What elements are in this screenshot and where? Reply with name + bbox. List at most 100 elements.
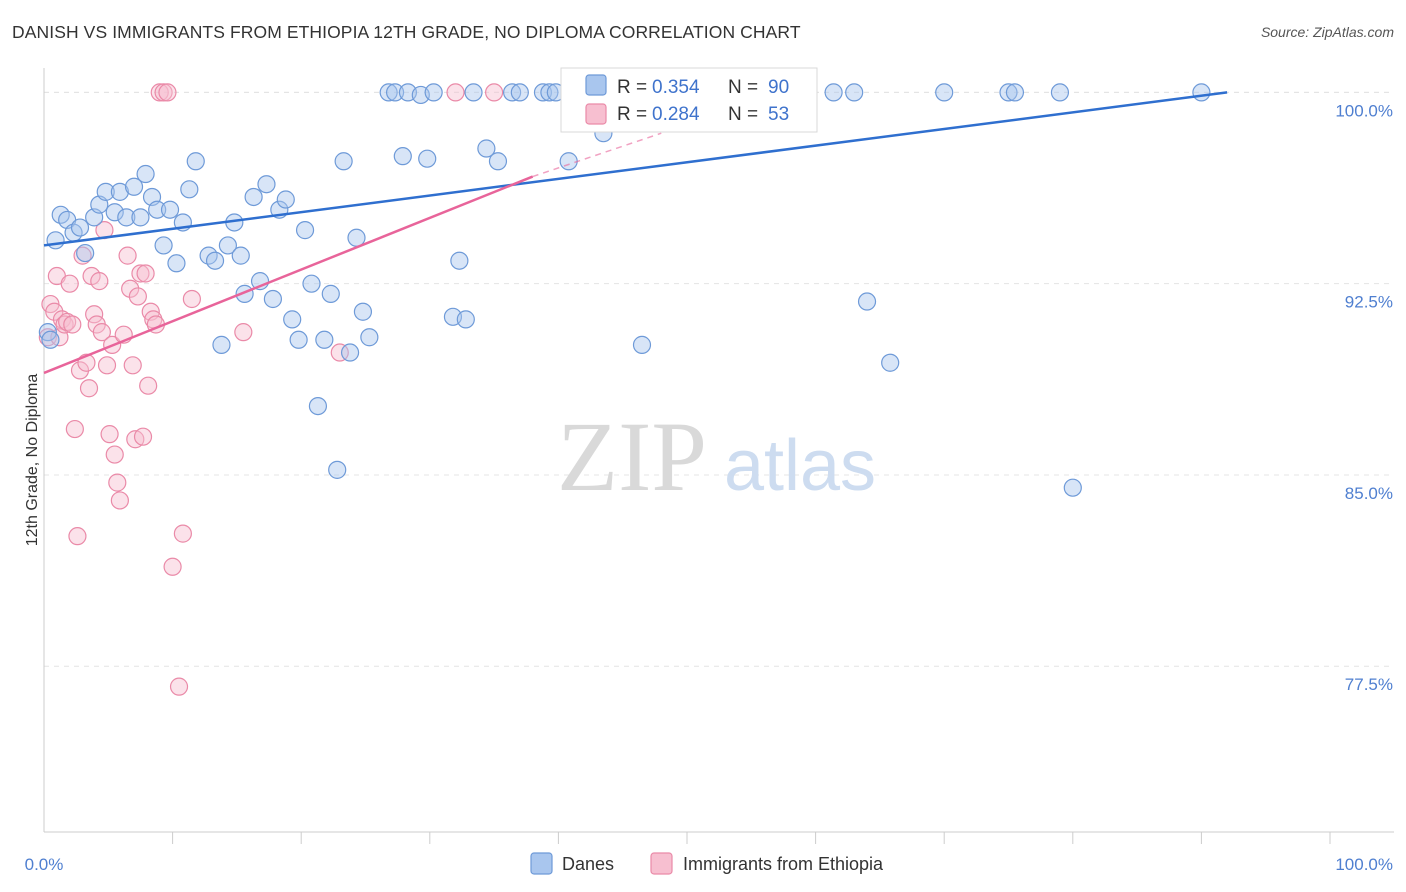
ethiopia-point [58,312,77,332]
axes [43,68,1394,844]
danes-point [231,246,250,265]
danes-point [456,310,475,329]
ethiopia-point [182,289,201,309]
ethiopia-point [60,274,79,293]
bottom-legend: Danes Immigrants from Ethiopia [530,852,884,875]
danes-point [124,177,144,196]
ethiopia-point [173,524,192,543]
ethiopia-point [90,272,109,291]
bottom-legend-swatch-ethiopia [650,852,673,875]
legend-swatch-danes [585,74,607,96]
danes-point [283,310,302,329]
ethiopia-point [169,677,189,696]
danes-point [244,187,263,207]
ethiopia-point [55,315,74,334]
danes-point [41,330,60,349]
danes-point [117,208,136,227]
danes-point [477,139,496,158]
trend-lines [43,91,1228,375]
legend-r-value: 0.284 [652,104,700,125]
ethiopia-point [68,527,87,546]
danes-point [533,83,553,102]
danes-point [276,190,295,209]
danes-point [105,203,124,222]
legend: R = 0.354 N = 90 R = 0.284 N = 53 [560,67,818,133]
danes-point [148,200,167,219]
danes-point [186,152,205,171]
bottom-legend-ethiopia: Immigrants from Ethiopia [683,854,884,874]
grid-lines [44,91,1394,667]
watermark-atlas: atlas [724,426,876,506]
danes-point [131,208,150,227]
legend-n-value: 53 [768,104,789,125]
danes-point [295,221,315,240]
legend-r-label: R = [617,77,647,98]
danes-point [559,152,578,171]
danes-point [334,152,353,171]
ethiopia-point [330,343,349,362]
danes-point [340,343,360,362]
danes-point [845,83,864,102]
ethiopia-point [92,323,111,342]
danes-point [540,83,559,102]
danes-point [379,83,398,102]
legend-n-value: 90 [768,77,789,98]
watermark: ZIP atlas [557,401,876,512]
legend-swatch-ethiopia [585,103,607,125]
danes-point [418,149,437,168]
ethiopia-point [45,302,64,321]
danes-point [1050,83,1070,102]
danes-point [999,83,1018,102]
danes-point [353,302,373,321]
danes-point [385,83,405,102]
ethiopia-point [136,264,155,283]
danes-point [488,152,508,171]
ethiopia-point [150,83,169,102]
danes-point [160,200,180,219]
bottom-legend-danes: Danes [562,854,614,874]
danes-point [315,330,334,349]
danes-point [110,182,129,201]
danes-point [360,328,379,347]
ethiopia-point [163,557,182,576]
ethiopia-point [79,379,99,398]
danes-point [70,218,90,237]
danes-point [308,396,328,416]
danes-point [205,251,225,270]
ethiopia-point [65,419,84,439]
source-label: Source: ZipAtlas.com [1260,24,1394,40]
danes-point [289,330,308,349]
danes-point [96,182,115,201]
danes-point [1063,478,1082,497]
tick-labels: 100.0% 92.5% 85.0% 77.5% 0.0% 100.0% [25,101,1393,874]
danes-point [218,236,237,255]
ethiopia-point [118,246,137,265]
danes-point [76,243,95,263]
y-tick-label: 100.0% [1335,101,1393,120]
ethiopia-point [131,264,150,283]
danes-point [263,289,283,309]
danes-point [257,175,276,194]
danes-point [167,254,186,273]
ethiopia-point [97,356,117,375]
legend-n-label: N = [728,104,758,125]
ethiopia-point [63,315,82,334]
danes-point [464,83,483,102]
ethiopia-point [139,376,158,395]
ethiopia-trend-line [43,175,534,375]
ethiopia-point [128,287,147,306]
x-tick-label: 100.0% [1335,855,1393,874]
ethiopia-point [158,83,177,102]
danes-point [154,236,173,255]
ethiopia-point [154,83,173,102]
ethiopia-point [234,323,253,342]
ethiopia-point [52,310,72,329]
danes-point [503,83,522,102]
chart-title: DANISH VS IMMIGRANTS FROM ETHIOPIA 12TH … [12,22,801,42]
ethiopia-point [485,83,504,102]
y-tick-label: 85.0% [1345,484,1393,503]
danes-point [321,284,340,303]
danes-point [136,164,155,184]
ethiopia-point [105,445,124,464]
bottom-legend-swatch-danes [530,852,553,875]
